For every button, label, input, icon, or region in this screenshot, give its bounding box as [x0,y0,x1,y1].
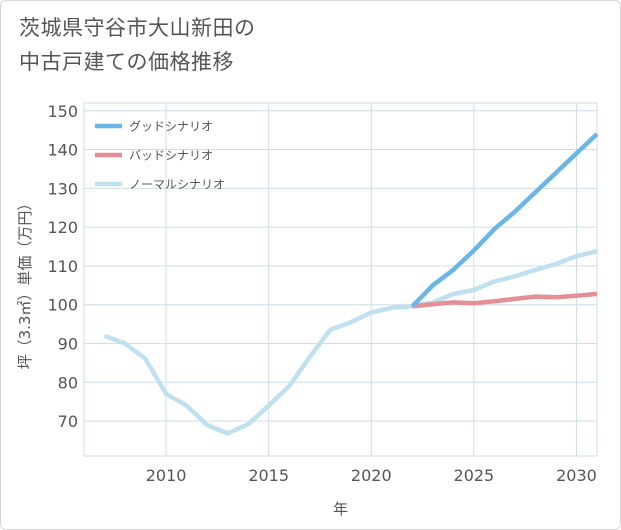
series-line-0 [410,132,599,308]
plot-area [83,102,598,457]
series-line-1 [412,291,598,309]
y-tick-label: 110 [47,257,78,276]
y-tick-label: 130 [47,179,78,198]
y-axis-title: 坪（3.3㎡）単価（万円） [16,196,34,370]
y-tick-label: 140 [47,141,78,160]
legend-label: ノーマルシナリオ [129,178,225,192]
y-tick-label: 120 [47,218,78,237]
grid-lines [83,102,598,457]
legend-label: グッドシナリオ [129,120,213,134]
y-tick-label: 90 [58,335,78,354]
chart-title-line-1: 茨城県守谷市大山新田の [19,16,256,40]
y-tick-label: 70 [58,412,78,431]
series-line-2 [103,249,598,436]
x-tick-label: 2020 [351,466,392,485]
x-axis-title: 年 [333,500,348,518]
chart-title-line-2: 中古戸建ての価格推移 [19,50,234,74]
y-tick-label: 100 [47,296,78,315]
legend-label: バッドシナリオ [129,149,213,163]
x-tick-label: 2030 [556,466,597,485]
x-tick-label: 2010 [146,466,187,485]
chart-title: 茨城県守谷市大山新田の 中古戸建ての価格推移 [19,11,256,79]
y-tick-label: 80 [58,373,78,392]
y-tick-label: 150 [47,102,78,121]
series-layer [103,132,599,436]
x-tick-label: 2025 [454,466,495,485]
tick-labels: 70 80 90 100 110 120 130 140 150 2010 2015 2020 2025… [47,102,596,485]
x-tick-label: 2015 [248,466,289,485]
